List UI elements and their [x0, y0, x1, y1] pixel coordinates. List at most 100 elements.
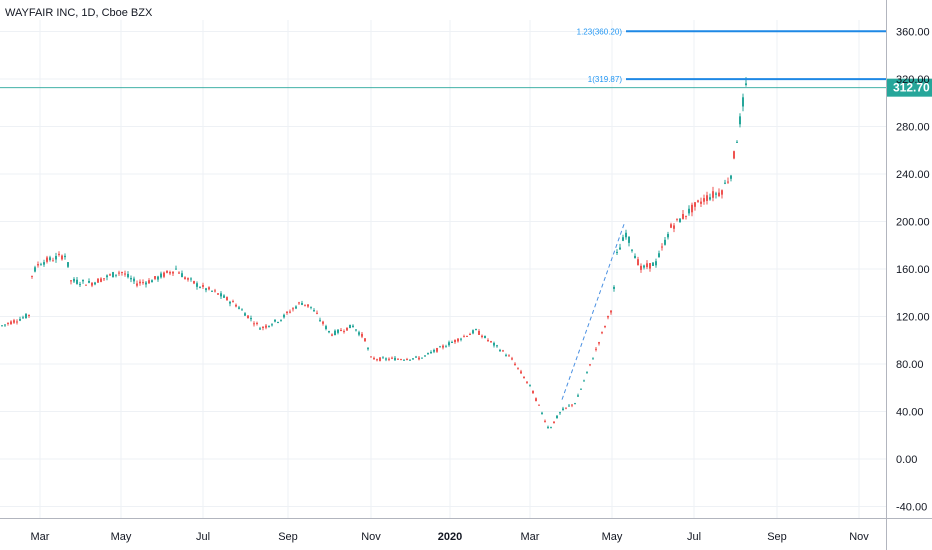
candle-body — [544, 420, 546, 422]
candle-body — [139, 281, 141, 284]
candle-body — [67, 262, 69, 267]
candle-body — [715, 193, 717, 195]
candle-body — [655, 261, 657, 266]
candle-body — [208, 287, 210, 290]
candle-body — [577, 395, 579, 397]
candle-body — [112, 272, 114, 278]
candle-body — [289, 311, 291, 313]
candle-body — [724, 182, 726, 184]
candle-body — [646, 263, 648, 268]
candle-body — [616, 251, 618, 253]
trend-line — [561, 221, 626, 400]
candle-body — [304, 304, 306, 306]
candle-body — [637, 259, 639, 265]
candle-body — [259, 328, 261, 330]
candle-body — [610, 310, 612, 313]
y-tick-label: 40.00 — [896, 407, 924, 419]
candle-body — [274, 319, 276, 322]
candle-body — [673, 225, 675, 229]
candle-body — [331, 334, 333, 336]
candle-body — [514, 363, 516, 366]
candle-body — [19, 319, 21, 321]
candle-body — [223, 295, 225, 298]
candle-body — [490, 341, 492, 343]
candle-body — [1, 325, 3, 327]
candle-body — [592, 358, 594, 360]
candle-body — [733, 151, 735, 159]
x-tick-label: May — [111, 531, 132, 543]
candle-body — [268, 325, 270, 327]
candle-body — [406, 359, 408, 361]
candle-body — [190, 278, 192, 280]
candle-body — [526, 381, 528, 383]
candle-body — [127, 273, 129, 278]
candle-body — [385, 358, 387, 360]
candle-body — [622, 237, 624, 241]
candle-body — [517, 367, 519, 369]
candle-body — [697, 200, 699, 202]
candle-body — [583, 380, 585, 382]
candle-body — [424, 355, 426, 357]
candle-body — [178, 272, 180, 274]
candle-body — [631, 249, 633, 251]
candle-body — [325, 326, 327, 330]
candle-body — [601, 332, 603, 334]
candle-body — [430, 351, 432, 353]
candle-body — [625, 232, 627, 238]
candle-body — [364, 338, 366, 342]
candle-body — [232, 301, 234, 303]
x-tick-label: Jul — [687, 531, 701, 543]
candle-body — [505, 354, 507, 356]
candle-body — [361, 333, 363, 337]
candle-body — [148, 280, 150, 284]
candle-body — [310, 306, 312, 308]
candle-body — [589, 364, 591, 366]
candle-body — [229, 301, 231, 304]
candle-body — [553, 421, 555, 424]
candle-body — [493, 342, 495, 346]
candle-body — [580, 388, 582, 390]
candle-body — [85, 284, 87, 286]
candle-body — [706, 195, 708, 201]
candle-body — [91, 282, 93, 286]
candle-body — [469, 334, 471, 336]
candle-body — [226, 297, 228, 301]
candle-body — [313, 310, 315, 312]
candle-body — [16, 321, 18, 323]
candle-body — [613, 286, 615, 289]
candle-body — [49, 257, 51, 261]
candle-body — [667, 233, 669, 238]
candle-body — [256, 322, 258, 324]
candle-body — [295, 306, 297, 309]
candle-body — [328, 330, 330, 333]
candle-body — [403, 359, 405, 361]
candle-body — [61, 255, 63, 260]
x-tick-label: Nov — [361, 531, 381, 543]
candle-body — [193, 281, 195, 284]
candle-body — [199, 287, 201, 289]
x-tick-label: Sep — [767, 531, 787, 543]
candle-body — [694, 202, 696, 207]
candle-body — [574, 403, 576, 405]
candle-body — [169, 271, 171, 274]
candle-body — [94, 282, 96, 285]
candle-body — [412, 358, 414, 360]
chart-title: WAYFAIR INC, 1D, Cboe BZX — [5, 7, 153, 19]
candle-body — [202, 285, 204, 287]
candle-body — [367, 348, 369, 350]
candle-body — [418, 357, 420, 360]
candle-body — [196, 283, 198, 287]
candle-body — [121, 271, 123, 273]
candle-body — [523, 376, 525, 379]
candle-body — [439, 346, 441, 348]
candle-body — [712, 191, 714, 198]
grid-layer — [0, 20, 886, 518]
candle-body — [136, 283, 138, 286]
y-tick-label: 240.00 — [896, 169, 930, 181]
y-tick-label: 120.00 — [896, 312, 930, 324]
candle-body — [559, 412, 561, 414]
x-tick-label: 2020 — [438, 531, 462, 543]
candle-body — [271, 324, 273, 326]
candle-body — [142, 282, 144, 284]
